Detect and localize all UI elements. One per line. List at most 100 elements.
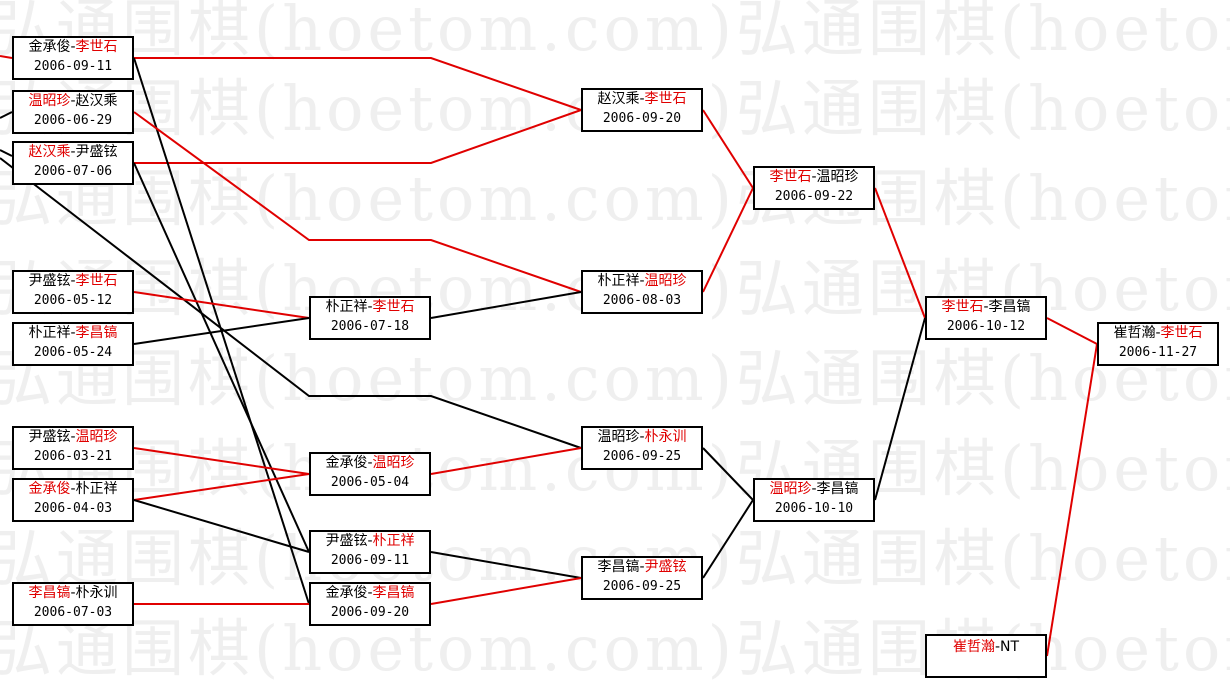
- player-2: 李世石: [372, 299, 415, 315]
- match-box[interactable]: 李昌镐-尹盛铉 2006-09-25: [581, 556, 703, 600]
- winner-connector: [1046, 317, 1098, 345]
- winner-connector: [133, 473, 310, 501]
- loser-connector: [874, 317, 926, 501]
- match-date: 2006-09-25: [602, 449, 682, 464]
- match-box[interactable]: 温昭珍-朴永训 2006-09-25: [581, 426, 703, 470]
- winner-connector: [133, 111, 582, 293]
- winner-connector: [874, 187, 926, 319]
- match-players: 金承俊-李昌镐: [311, 584, 429, 603]
- player-2: 温昭珍: [644, 273, 687, 289]
- match-players: 尹盛铉-温昭珍: [14, 428, 132, 447]
- match-box[interactable]: 温昭珍-赵汉乘 2006-06-29: [12, 90, 134, 134]
- separator: -: [70, 429, 76, 445]
- player-2: 李世石: [644, 91, 687, 107]
- separator: -: [639, 273, 645, 289]
- match-date: 2006-07-03: [33, 605, 113, 620]
- match-players: 温昭珍-李昌镐: [755, 480, 873, 499]
- player-2: 李昌镐: [816, 481, 859, 497]
- match-box[interactable]: 朴正祥-李世石 2006-07-18: [309, 296, 431, 340]
- separator: -: [70, 325, 76, 341]
- separator: -: [639, 429, 645, 445]
- match-players: 温昭珍-朴永训: [583, 428, 701, 447]
- match-box[interactable]: 尹盛铉-李世石 2006-05-12: [12, 270, 134, 314]
- player-2: 朴永训: [644, 429, 687, 445]
- match-box[interactable]: 李世石-温昭珍 2006-09-22: [753, 166, 875, 210]
- player-1: 赵汉乘: [28, 144, 71, 160]
- match-box[interactable]: 赵汉乘-尹盛铉 2006-07-06: [12, 141, 134, 185]
- match-date: 2006-06-29: [33, 113, 113, 128]
- separator: -: [639, 91, 645, 107]
- winner-connector: [133, 291, 310, 319]
- match-box[interactable]: 崔哲瀚-李世石 2006-11-27: [1097, 322, 1219, 366]
- match-box[interactable]: 金承俊-李昌镐 2006-09-20: [309, 582, 431, 626]
- match-box[interactable]: 李昌镐-朴永训 2006-07-03: [12, 582, 134, 626]
- separator: -: [70, 93, 76, 109]
- player-2: 李昌镐: [372, 585, 415, 601]
- separator: -: [70, 39, 76, 55]
- winner-connector: [133, 447, 310, 475]
- match-players: 李昌镐-朴永训: [14, 584, 132, 603]
- player-1: 李世石: [941, 299, 984, 315]
- match-date: 2006-09-22: [774, 189, 854, 204]
- match-box[interactable]: 李世石-李昌镐 2006-10-12: [925, 296, 1047, 340]
- separator: -: [367, 455, 373, 471]
- player-1: 李世石: [769, 169, 812, 185]
- loser-connector: [702, 499, 754, 579]
- match-players: 尹盛铉-李世石: [14, 272, 132, 291]
- separator: -: [983, 299, 989, 315]
- separator: -: [811, 169, 817, 185]
- match-box[interactable]: 赵汉乘-李世石 2006-09-20: [581, 88, 703, 132]
- match-box[interactable]: 崔哲瀚-NT: [925, 634, 1047, 678]
- match-box[interactable]: 金承俊-温昭珍 2006-05-04: [309, 452, 431, 496]
- match-date: 2006-09-25: [602, 579, 682, 594]
- match-players: 赵汉乘-尹盛铉: [14, 143, 132, 162]
- match-players: 金承俊-朴正祥: [14, 480, 132, 499]
- match-box[interactable]: 朴正祥-温昭珍 2006-08-03: [581, 270, 703, 314]
- player-2: 温昭珍: [75, 429, 118, 445]
- player-2: 李世石: [75, 273, 118, 289]
- match-box[interactable]: 朴正祥-李昌镐 2006-05-24: [12, 322, 134, 366]
- player-1: 温昭珍: [769, 481, 812, 497]
- separator: -: [367, 299, 373, 315]
- match-players: 尹盛铉-朴正祥: [311, 532, 429, 551]
- match-date: 2006-07-06: [33, 164, 113, 179]
- winner-connector: [702, 109, 754, 189]
- winner-connector: [430, 447, 582, 475]
- player-1: 金承俊: [28, 481, 71, 497]
- separator: -: [70, 144, 76, 160]
- player-2: 李世石: [1160, 325, 1203, 341]
- player-2: 朴正祥: [75, 481, 118, 497]
- player-2: 尹盛铉: [644, 559, 687, 575]
- match-players: 温昭珍-赵汉乘: [14, 92, 132, 111]
- player-1: 崔哲瀚: [952, 639, 995, 655]
- winner-connector: [134, 109, 582, 164]
- player-1: 温昭珍: [597, 429, 640, 445]
- match-date: 2006-04-03: [33, 501, 113, 516]
- match-players: 朴正祥-李昌镐: [14, 324, 132, 343]
- match-players: 朴正祥-李世石: [311, 298, 429, 317]
- watermark-text: 弘通围棋(hoetom.com)弘通围棋(hoetom.com): [0, 162, 1230, 235]
- loser-connector: [133, 499, 310, 553]
- player-2: 赵汉乘: [75, 93, 118, 109]
- match-date: 2006-09-11: [33, 59, 113, 74]
- match-players: 崔哲瀚-李世石: [1099, 324, 1217, 343]
- winner-connector: [430, 577, 582, 605]
- player-1: 朴正祥: [28, 325, 71, 341]
- match-players: 李昌镐-尹盛铉: [583, 558, 701, 577]
- loser-connector: [0, 111, 13, 119]
- match-players: 李世石-李昌镐: [927, 298, 1045, 317]
- match-box[interactable]: 尹盛铉-朴正祥 2006-09-11: [309, 530, 431, 574]
- match-box[interactable]: 温昭珍-李昌镐 2006-10-10: [753, 478, 875, 522]
- match-date: 2006-09-20: [602, 111, 682, 126]
- loser-connector: [430, 291, 582, 319]
- match-date: 2006-05-24: [33, 345, 113, 360]
- match-box[interactable]: 尹盛铉-温昭珍 2006-03-21: [12, 426, 134, 470]
- match-box[interactable]: 金承俊-李世石 2006-09-11: [12, 36, 134, 80]
- player-2: 温昭珍: [372, 455, 415, 471]
- player-1: 尹盛铉: [28, 429, 71, 445]
- winner-connector: [702, 187, 754, 293]
- player-1: 尹盛铉: [28, 273, 71, 289]
- player-2: 尹盛铉: [75, 144, 118, 160]
- match-date: 2006-03-21: [33, 449, 113, 464]
- match-box[interactable]: 金承俊-朴正祥 2006-04-03: [12, 478, 134, 522]
